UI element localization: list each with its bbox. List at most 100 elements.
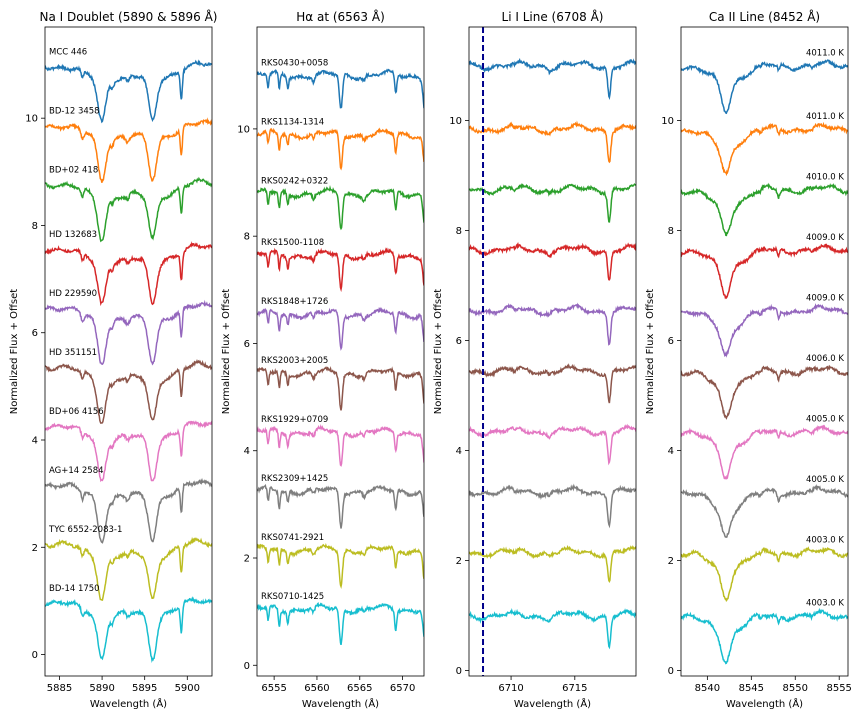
panel-title: Li I Line (6708 Å) [502, 9, 604, 24]
spectrum-line-8 [469, 483, 636, 529]
spectrum-line-9 [257, 543, 424, 590]
series-label: RKS0741-2921 [261, 533, 324, 543]
spectrum-line-10 [681, 607, 848, 665]
y-axis-label: Normalized Flux + Offset [645, 289, 656, 415]
y-tick-label: 4 [244, 446, 250, 457]
spectrum-line-8 [257, 483, 424, 529]
series-label: 4005.0 K [806, 414, 844, 424]
series-label: MCC 446 [49, 48, 87, 58]
series-label: 4010.0 K [806, 172, 844, 182]
series-label: BD-14 1750 [49, 584, 100, 594]
plot-frame [468, 26, 637, 677]
y-tick-label: 2 [456, 556, 462, 567]
x-tick-label: 8540 [695, 683, 720, 694]
spectrum-line-2 [469, 120, 636, 164]
panel-1: MCC 446 BD-12 3458 BD+02 418 HD 132683 HD 22… [9, 9, 218, 710]
series-label: HD 351151 [49, 348, 97, 358]
spectrum-line-6 [469, 363, 636, 404]
series-label: AG+14 2584 [49, 466, 104, 476]
panel-title: Na I Doublet (5890 & 5896 Å) [40, 9, 218, 24]
spectrum-line-4 [681, 243, 848, 300]
x-axis-label: Wavelength (Å) [302, 697, 379, 710]
spectrum-line-4 [257, 247, 424, 293]
spectrum-line-8 [681, 483, 848, 538]
x-tick-label: 5885 [47, 683, 72, 694]
x-tick-label: 5895 [132, 683, 157, 694]
series-label: RKS0242+0322 [261, 176, 328, 186]
spectrum-line-3 [681, 182, 848, 237]
spectrum-line-7 [681, 424, 848, 480]
spectrum-line-10 [469, 608, 636, 650]
series-group [681, 59, 848, 665]
spectrum-line-6 [681, 364, 848, 420]
series-label: 4003.0 K [806, 535, 844, 545]
series-label: HD 229590 [49, 289, 97, 299]
series-label: 4003.0 K [806, 599, 844, 609]
x-axis-label: Wavelength (Å) [90, 697, 167, 710]
series-label: RKS0710-1425 [261, 592, 324, 602]
y-tick-label: 10 [25, 114, 38, 125]
x-tick-label: 6715 [562, 683, 587, 694]
spectrum-line-7 [469, 423, 636, 466]
x-tick-label: 6555 [261, 683, 286, 694]
series-label: 4006.0 K [806, 354, 844, 364]
spectrum-line-7 [257, 423, 424, 467]
y-tick-label: 2 [668, 556, 674, 567]
x-tick-label: 6565 [347, 683, 372, 694]
spectrum-line-5 [257, 306, 424, 351]
y-tick-label: 6 [244, 339, 250, 350]
spectrum-line-9 [45, 536, 212, 601]
series-group [257, 68, 424, 646]
spectrum-line-3 [257, 185, 424, 231]
y-tick-label: 4 [32, 436, 38, 447]
series-label: 4009.0 K [806, 233, 844, 243]
panel-2: RKS0430+0058 RKS1134-1314 RKS0242+0322 RKS1… [221, 9, 425, 710]
series-label: 4011.0 K [806, 112, 844, 122]
series-label: RKS1134-1314 [261, 117, 324, 127]
y-tick-label: 8 [244, 232, 250, 243]
spectrum-line-10 [45, 596, 212, 664]
spectrum-line-4 [469, 241, 636, 281]
series-label: RKS2309+1425 [261, 474, 328, 484]
y-tick-label: 8 [32, 221, 38, 232]
series-label: RKS1929+0709 [261, 415, 328, 425]
spectrum-line-1 [45, 59, 212, 124]
plot-frame [256, 26, 425, 677]
spectrum-line-3 [469, 183, 636, 223]
spectrum-line-9 [681, 546, 848, 602]
series-label: BD-12 3458 [49, 107, 100, 117]
x-tick-label: 5900 [175, 683, 200, 694]
spectrum-line-5 [45, 299, 212, 366]
y-tick-label: 10 [449, 116, 462, 127]
spectrum-line-2 [257, 127, 424, 171]
spectrum-line-9 [469, 545, 636, 583]
y-tick-label: 2 [32, 543, 38, 554]
x-tick-label: 5890 [89, 683, 114, 694]
spectrum-line-6 [257, 365, 424, 411]
spectrum-line-6 [45, 358, 212, 425]
spectrum-line-1 [681, 59, 848, 115]
y-tick-label: 10 [237, 124, 250, 135]
panel-title: Hα at (6563 Å) [296, 9, 385, 24]
y-tick-label: 10 [661, 116, 674, 127]
x-axis-label: Wavelength (Å) [726, 697, 803, 710]
series-label: TYC 6552-2083-1 [48, 525, 122, 535]
x-tick-label: 6710 [498, 683, 523, 694]
y-tick-label: 4 [456, 446, 462, 457]
spectrum-line-5 [681, 303, 848, 358]
y-tick-label: 6 [32, 328, 38, 339]
series-label: RKS1500-1108 [261, 238, 324, 248]
spectrum-line-4 [45, 241, 212, 307]
series-group [469, 57, 636, 650]
y-tick-label: 6 [456, 336, 462, 347]
panel-title: Ca II Line (8452 Å) [709, 9, 820, 24]
y-tick-label: 2 [244, 554, 250, 565]
spectrum-line-7 [45, 420, 212, 483]
y-tick-label: 6 [668, 336, 674, 347]
spectrum-line-2 [45, 117, 212, 183]
x-axis-label: Wavelength (Å) [514, 697, 591, 710]
series-group [45, 59, 212, 664]
series-label: HD 132683 [49, 230, 97, 240]
